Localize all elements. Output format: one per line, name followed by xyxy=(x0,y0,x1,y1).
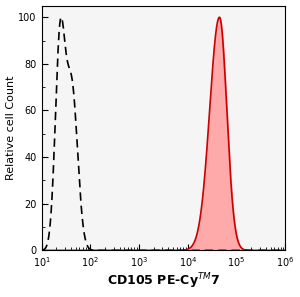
X-axis label: CD105 PE-Cy$^{TM}$7: CD105 PE-Cy$^{TM}$7 xyxy=(107,272,220,291)
Y-axis label: Relative cell Count: Relative cell Count xyxy=(6,76,16,180)
